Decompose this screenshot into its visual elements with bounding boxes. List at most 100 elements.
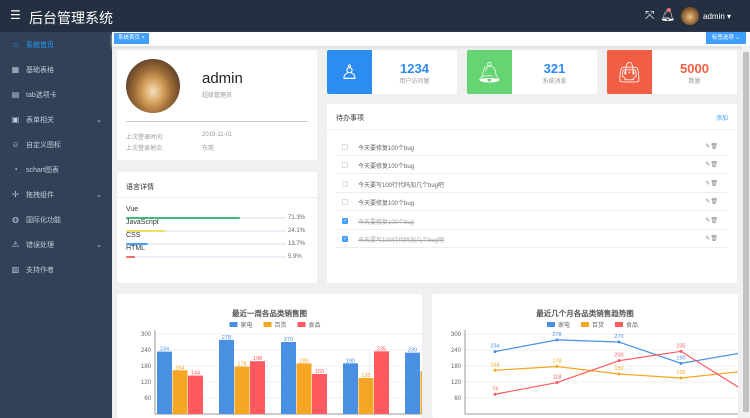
home-icon: ⌂ (13, 40, 18, 49)
todo-checkbox[interactable] (342, 162, 348, 169)
data-label: 278 (552, 332, 561, 338)
language-title: 语言详情 (126, 184, 154, 191)
divider (126, 121, 308, 122)
data-point (679, 361, 683, 365)
sidebar-item-label: 基础表格 (26, 66, 54, 74)
todo-checkbox[interactable]: ✓ (342, 217, 348, 224)
tags-bar: 系统首页 × 标签选项 ⌄ (112, 32, 750, 46)
y-tick-label: 240 (141, 348, 152, 354)
sidebar-item-label: 表单相关 (26, 116, 54, 124)
tag-home[interactable]: 系统首页 × (114, 33, 149, 44)
language-percent: 71.3% (288, 215, 306, 221)
bell-icon: 🔔︎ (467, 50, 512, 94)
edit-delete-icons[interactable]: ✎🗑︎ (705, 217, 718, 224)
data-label: 278 (222, 335, 231, 341)
emoji-icon: ☺ (11, 140, 20, 149)
bar (343, 363, 358, 414)
todo-text: 今天要修复100个bug (358, 164, 415, 171)
sidebar-item-label: 国际化功能 (26, 216, 61, 224)
y-tick-label: 60 (144, 396, 151, 402)
language-name: CSS (126, 232, 141, 239)
sidebar-item-7[interactable]: ◍ 国际化功能 (0, 207, 112, 232)
edit-delete-icons[interactable]: ✎🗑︎ (705, 144, 718, 150)
data-label: 150 (614, 366, 623, 372)
y-tick-label: 300 (141, 332, 152, 338)
language-name: Vue (126, 206, 139, 213)
bar (312, 374, 327, 414)
data-label: 235 (676, 343, 685, 349)
sidebar-item-8[interactable]: ⚠ 错误处理 ⌄ (0, 232, 112, 257)
todo-title: 待办事项 (336, 115, 364, 122)
y-tick-label: 120 (451, 380, 462, 386)
sidebar-item-0[interactable]: ⌂ 系统首页 (0, 32, 112, 57)
todo-checkbox[interactable]: ✓ (342, 236, 348, 242)
close-icon[interactable]: × (141, 35, 145, 41)
todo-add-button[interactable]: 添加 (715, 116, 728, 122)
data-label: 270 (614, 334, 623, 340)
todo-text: 今天要修复100个bug (358, 201, 415, 208)
edit-delete-icons[interactable]: ✎🗑︎ (705, 199, 718, 206)
bar (281, 342, 296, 414)
data-label: 178 (552, 359, 561, 365)
todo-text: 今天要修复100个bug (358, 219, 415, 226)
legend-swatch (581, 322, 589, 327)
language-percent: 13.7% (288, 241, 306, 247)
y-tick-label: 60 (454, 396, 461, 402)
avatar[interactable] (681, 7, 699, 25)
legend-swatch (263, 322, 272, 327)
y-tick-label: 240 (451, 348, 462, 354)
legend-swatch (297, 322, 306, 327)
data-point (555, 381, 559, 385)
scrollbar[interactable] (742, 46, 750, 418)
edit-delete-icons[interactable]: ✎🗑︎ (705, 180, 718, 187)
fullscreen-icon[interactable]: ⤧ (645, 8, 655, 22)
todo-checkbox[interactable] (342, 144, 348, 150)
tag-options-button[interactable]: 标签选项 ⌄ (705, 32, 746, 44)
menu-toggle-icon[interactable]: ☰ (10, 8, 21, 22)
user-icon: ♙ (327, 50, 372, 94)
todo-item: 今天要修复100个bug ✎🗑︎ (336, 156, 728, 175)
todo-checkbox[interactable] (342, 199, 348, 206)
legend-label: 食品 (626, 321, 638, 329)
stat-label: 用户访问量 (399, 79, 430, 85)
sidebar-item-1[interactable]: ▦ 基础表格 (0, 57, 112, 82)
sidebar-item-4[interactable]: ☺ 自定义图标 (0, 132, 112, 157)
stat-value: 321 (543, 61, 566, 76)
data-label: 118 (553, 375, 562, 381)
user-name: admin (202, 70, 243, 87)
language-percent: 5.9% (288, 254, 302, 260)
last-login-time: 2019-11-01 (202, 132, 233, 138)
language-name: HTML (126, 245, 146, 252)
edit-delete-icons[interactable]: ✎🗑︎ (705, 236, 718, 242)
divider (327, 129, 737, 130)
edit-delete-icons[interactable]: ✎🗑︎ (705, 162, 718, 169)
data-label: 164 (175, 365, 184, 371)
chart-title: 最近几个月各品类销售趋势图 (536, 309, 634, 318)
language-name: JavaScript (126, 219, 159, 226)
copy-icon: ▤ (11, 90, 20, 99)
shopping-bag-icon: 👜︎ (607, 50, 652, 94)
legend-label: 食品 (309, 321, 321, 329)
legend-swatch (615, 322, 623, 327)
sidebar-item-9[interactable]: ▥ 支持作者 (0, 257, 112, 282)
data-label: 234 (490, 344, 499, 350)
stat-card: ♙ 1234 用户访问量 (327, 50, 457, 94)
todo-text: 今天要写100行代码加几个bug吧 (358, 182, 445, 189)
bar-chart: 60 120 180 240 300 家电 百货 食品 234 164 144 278 178 198 27… (141, 321, 422, 415)
stat-value: 5000 (680, 61, 709, 76)
username-dropdown[interactable]: admin ▾ (703, 12, 732, 21)
sidebar-item-2[interactable]: ▤ tab选项卡 (0, 82, 112, 107)
sidebar-item-5[interactable]: ◔ schart图表 (0, 157, 112, 182)
sidebar-item-label: schart图表 (26, 166, 60, 174)
bell-icon[interactable]: 🔔︎ (660, 8, 676, 22)
sidebar-item-6[interactable]: ✢ 拖拽组件 ⌄ (0, 182, 112, 207)
series-line (494, 339, 738, 364)
bar (157, 351, 172, 414)
todo-checkbox[interactable] (342, 180, 348, 187)
data-point (679, 349, 683, 353)
sidebar-item-label: tab选项卡 (26, 91, 57, 99)
sidebar-item-label: 系统首页 (26, 41, 54, 49)
sidebar-item-3[interactable]: ▣ 表单相关 ⌄ (0, 107, 112, 132)
y-tick-label: 300 (451, 332, 462, 338)
scrollbar-thumb[interactable] (743, 52, 749, 412)
